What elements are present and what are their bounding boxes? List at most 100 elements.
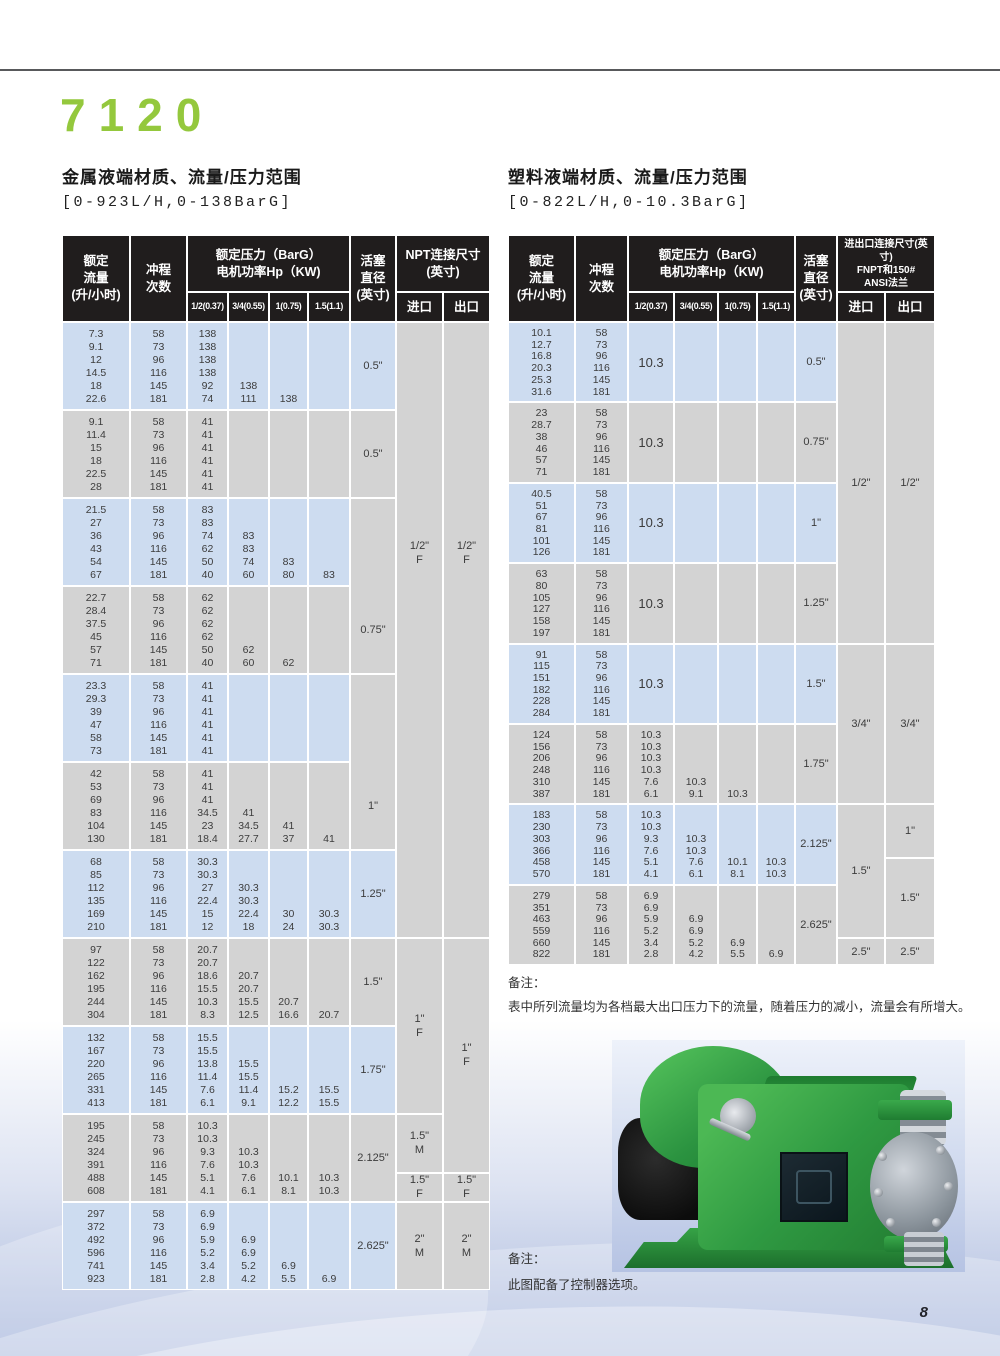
pressure-values-cell: 6.9 6.9 5.9 5.2 3.4 2.8 [188,1203,227,1289]
pump-note-label: 备注： [508,1252,546,1266]
pressure-values-cell: 10.3 10.3 7.6 6.1 [229,1115,268,1201]
pressure-values-cell [309,411,349,497]
pressure-values-cell [675,323,717,402]
outlet-connection-cell: 1/2" F [444,323,489,937]
flow-values-cell: 42 53 69 83 104 130 [63,763,129,849]
pump-head-clamp-top [878,1100,952,1120]
right-section-range: [0-822L/H,0-10.3BarG] [508,194,750,211]
header-strokes: 冲程 次数 [131,236,186,321]
pressure-values-cell [229,411,268,497]
pressure-values-cell: 10.1 8.1 [270,1115,307,1201]
strokes-values-cell: 58 73 96 116 145 181 [131,1115,186,1201]
flow-values-cell: 91 115 151 182 228 284 [509,644,574,723]
pressure-values-cell: 62 62 62 62 50 40 [188,587,227,673]
header-inlet: 进口 [397,293,442,321]
piston-diameter-cell: 1" [351,675,395,849]
pressure-values-cell: 10.3 9.1 [675,725,717,804]
piston-diameter-cell: 1" [796,483,836,563]
pressure-values-cell: 30.3 30.3 22.4 18 [229,851,268,937]
pressure-values-cell: 41 [309,763,349,849]
pressure-values-cell: 6.9 5.5 [719,885,756,965]
pressure-values-cell: 41 41 41 41 41 41 [188,411,227,497]
metal-liquid-end-spec-table: 额定 流量 (升/小时) 冲程 次数 额定压力（BarG） 电机功率Hp（KW) 1/… [62,235,490,1290]
pressure-values-cell: 41 41 41 34.5 23 18.4 [188,763,227,849]
header-motor-size: 3/4(0.55) [675,293,717,321]
header-strokes: 冲程 次数 [576,236,627,321]
flow-values-cell: 63 80 105 127 158 197 [509,564,574,643]
pressure-values-cell: 10.3 10.3 9.3 7.6 5.1 4.1 [188,1115,227,1201]
flow-values-cell: 9.1 11.4 15 18 22.5 28 [63,411,129,497]
strokes-values-cell: 58 73 96 116 145 181 [576,644,627,723]
outlet-connection-cell: 2.5" [886,939,934,965]
pressure-values-cell: 41 34.5 27.7 [229,763,268,849]
pressure-values-cell: 15.5 15.5 11.4 9.1 [229,1027,268,1113]
pressure-values-cell: 6.9 6.9 5.2 4.2 [229,1203,268,1289]
pressure-values-cell [309,323,349,409]
pressure-values-cell: 20.7 16.6 [270,939,307,1025]
strokes-values-cell: 58 73 96 116 145 181 [576,885,627,965]
pump-suction-valve [904,1232,944,1266]
pump-product-photo [612,1040,965,1272]
inlet-connection-cell: 1.5" [838,805,884,938]
pressure-values-cell: 83 80 [270,499,307,585]
outlet-connection-cell: 1.5" F [444,1173,489,1201]
pressure-values-cell [758,644,794,723]
piston-diameter-cell: 1.25" [351,851,395,937]
flow-values-cell: 21.5 27 36 43 54 67 [63,499,129,585]
left-section-title: 金属液端材质、流量/压力范围 [62,168,302,187]
strokes-values-cell: 58 73 96 116 145 181 [131,763,186,849]
inlet-connection-cell: 1" F [397,939,442,1113]
outlet-connection-cell: 1" F [444,939,489,1172]
inlet-connection-cell: 1/2" [838,323,884,643]
pressure-values-cell: 10.3 [629,644,673,723]
pressure-values-cell: 10.3 [629,483,673,563]
inlet-connection-cell: 1/2" F [397,323,442,937]
pressure-values-cell: 41 41 41 41 41 41 [188,675,227,761]
pressure-values-cell: 20.7 20.7 15.5 12.5 [229,939,268,1025]
piston-diameter-cell: 0.75" [351,499,395,673]
header-piston-diameter: 活塞 直径 (英寸) [351,236,395,321]
pressure-values-cell: 83 83 74 60 [229,499,268,585]
strokes-values-cell: 58 73 96 116 145 181 [131,587,186,673]
header-rated-pressure-motor-power: 额定压力（BarG） 电机功率Hp（KW) [188,236,349,291]
flow-values-cell: 22.7 28.4 37.5 45 57 71 [63,587,129,673]
header-outlet: 出口 [444,293,489,321]
piston-diameter-cell: 0.5" [796,323,836,402]
strokes-values-cell: 58 73 96 116 145 181 [131,323,186,409]
pressure-values-cell [719,644,756,723]
piston-diameter-cell: 0.5" [351,411,395,497]
header-motor-size: 1/2(0.37) [629,293,673,321]
header-connection-size: NPT连接尺寸 (英寸) [397,236,489,291]
pressure-values-cell [675,564,717,643]
plastic-liquid-end-spec-table: 额定 流量 (升/小时) 冲程 次数 额定压力（BarG） 电机功率Hp（KW) 1/… [508,235,935,966]
pressure-values-cell [719,403,756,482]
header-motor-size: 1(0.75) [719,293,756,321]
pressure-values-cell [758,725,794,804]
pressure-values-cell [758,323,794,402]
pump-nameplate-logo [796,1170,832,1204]
pressure-values-cell: 30.3 30.3 [309,851,349,937]
pressure-values-cell [229,675,268,761]
pump-note-text: 此图配备了控制器选项。 [508,1278,646,1292]
flow-values-cell: 23 28.7 38 46 57 71 [509,403,574,482]
header-motor-size: 1/2(0.37) [188,293,227,321]
pressure-values-cell: 6.9 6.9 5.9 5.2 3.4 2.8 [629,885,673,965]
flow-note-text: 表中所列流量均为各档最大出口压力下的流量，随着压力的减小，流量会有所增大。 [508,1000,971,1014]
pressure-values-cell [719,483,756,563]
piston-diameter-cell: 1.25" [796,564,836,643]
pressure-values-cell: 10.3 [629,403,673,482]
outlet-connection-cell: 2" M [444,1203,489,1289]
pressure-values-cell: 10.3 [629,564,673,643]
flow-values-cell: 124 156 206 248 310 387 [509,725,574,804]
header-piston-diameter: 活塞 直径 (英寸) [796,236,836,321]
outlet-connection-cell: 1" [886,805,934,857]
pressure-values-cell: 10.3 [629,323,673,402]
flow-values-cell: 297 372 492 596 741 923 [63,1203,129,1289]
pressure-values-cell [270,675,307,761]
top-rule-divider [0,69,1000,71]
pressure-values-cell: 30 24 [270,851,307,937]
piston-diameter-cell: 0.5" [351,323,395,409]
flow-values-cell: 97 122 162 195 244 304 [63,939,129,1025]
header-rated-flow: 额定 流量 (升/小时) [509,236,574,321]
